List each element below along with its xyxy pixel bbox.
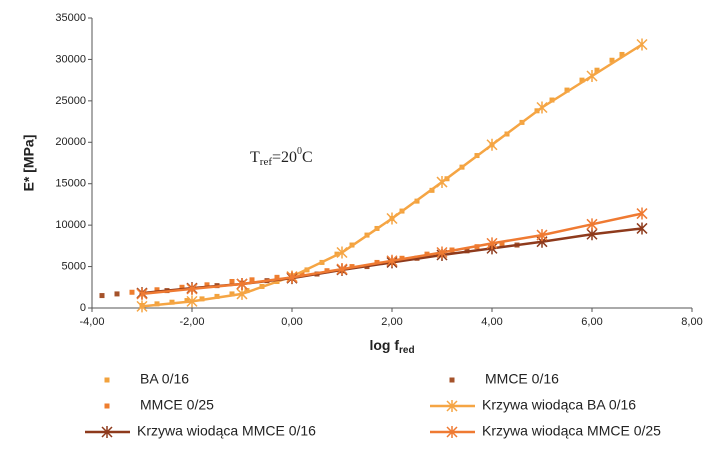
point <box>299 271 305 277</box>
legend-marker <box>449 377 455 383</box>
point <box>636 38 648 51</box>
x-tick-label: 0,00 <box>281 316 302 328</box>
point <box>129 289 135 295</box>
y-tick-label: 10000 <box>55 219 86 231</box>
x-label-main: log f <box>369 337 399 353</box>
point <box>136 300 148 313</box>
point <box>244 288 250 294</box>
annotation: Tref=200C <box>250 146 313 167</box>
legend-label: Krzywa wiodąca BA 0/16 <box>482 397 636 413</box>
point <box>286 271 298 284</box>
point <box>594 67 600 73</box>
legend-label: MMCE 0/16 <box>485 371 559 387</box>
y-tick-label: 20000 <box>55 136 86 148</box>
x-tick-label: 6,00 <box>581 316 602 328</box>
point <box>619 51 625 57</box>
point <box>386 212 398 225</box>
point <box>436 246 448 259</box>
legend-marker <box>446 400 458 412</box>
point <box>564 87 570 93</box>
y-tick-label: 25000 <box>55 95 86 107</box>
y-tick-label: 5000 <box>62 260 86 272</box>
point <box>636 222 648 235</box>
legend-marker <box>101 426 113 438</box>
point <box>486 237 498 250</box>
legend-marker <box>104 377 110 383</box>
y-tick-label: 15000 <box>55 178 86 190</box>
point <box>184 298 190 304</box>
point <box>114 291 120 297</box>
legend-marker <box>446 426 458 438</box>
y-tick-label: 0 <box>80 302 86 314</box>
annotation-sup: 0 <box>297 146 302 157</box>
point <box>186 295 198 308</box>
point <box>179 284 185 290</box>
point <box>186 282 198 295</box>
y-tick-label: 35000 <box>55 12 86 24</box>
point <box>536 101 548 114</box>
legend-label: MMCE 0/25 <box>140 397 214 413</box>
legend-label: Krzywa wiodąca MMCE 0/16 <box>137 423 316 439</box>
point <box>249 277 255 283</box>
point <box>336 263 348 276</box>
point <box>536 229 548 242</box>
legend-marker <box>104 403 110 409</box>
point <box>486 138 498 151</box>
y-axis-label: E* [MPa] <box>21 135 37 192</box>
point <box>236 277 248 290</box>
point <box>386 254 398 267</box>
point <box>579 77 585 83</box>
x-tick-label: 4,00 <box>481 316 502 328</box>
annotation-base: T <box>250 149 260 166</box>
point <box>204 282 210 288</box>
point <box>229 278 235 284</box>
annotation-mid: =20 <box>272 149 297 166</box>
annotation-sub: ref <box>260 156 273 168</box>
point <box>99 293 105 299</box>
legend-label: Krzywa wiodąca MMCE 0/25 <box>482 423 661 439</box>
x-tick-label: -4,00 <box>79 316 104 328</box>
point <box>336 246 348 259</box>
x-tick-label: 2,00 <box>381 316 402 328</box>
x-label-sub: red <box>399 345 415 356</box>
point <box>136 287 148 300</box>
point <box>436 176 448 189</box>
legend-label: BA 0/16 <box>140 371 189 387</box>
point <box>499 241 505 247</box>
point <box>229 291 235 297</box>
point <box>274 274 280 280</box>
x-axis-label: log fred <box>369 337 414 356</box>
point <box>636 207 648 220</box>
series-line <box>141 212 643 296</box>
point <box>586 70 598 82</box>
point <box>609 57 615 63</box>
annotation-end: C <box>302 149 313 166</box>
x-tick-label: -2,00 <box>179 316 204 328</box>
point <box>586 218 598 231</box>
x-tick-label: 8,00 <box>681 316 702 328</box>
y-tick-label: 30000 <box>55 53 86 65</box>
point <box>154 287 160 293</box>
